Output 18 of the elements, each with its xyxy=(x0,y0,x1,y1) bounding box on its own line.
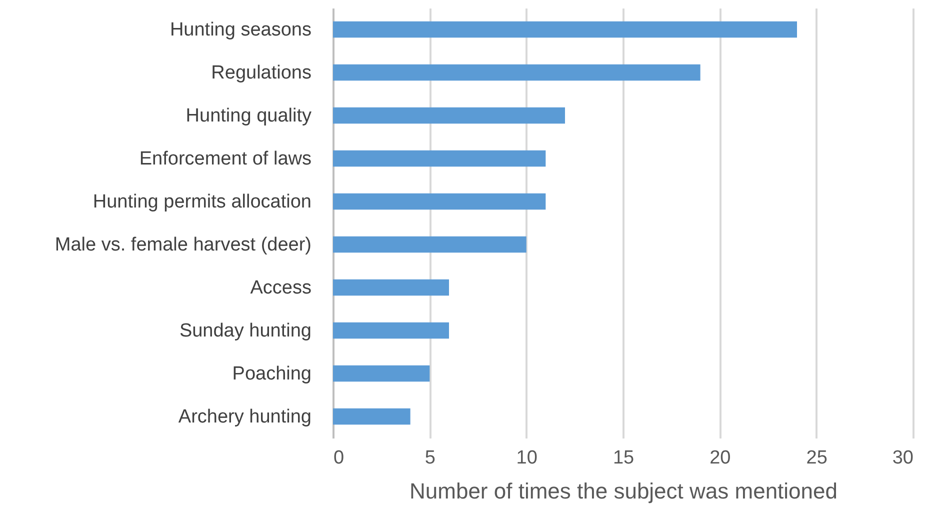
y-tick-label: Poaching xyxy=(232,364,312,384)
x-tick-label: 10 xyxy=(516,448,538,468)
y-tick-label: Access xyxy=(250,278,312,298)
x-tick-label: 5 xyxy=(424,448,436,468)
y-tick-label: Male vs. female harvest (deer) xyxy=(54,234,312,256)
x-tick-label: 25 xyxy=(806,448,828,468)
x-tick-label: 20 xyxy=(710,448,731,468)
x-tick-label: 0 xyxy=(334,448,344,468)
y-tick-label: Hunting seasons xyxy=(170,20,312,40)
y-tick-label: Hunting quality xyxy=(186,106,312,126)
x-tick-label: 30 xyxy=(892,448,914,468)
y-tick-label: Hunting permits allocation xyxy=(92,192,312,212)
y-tick-label: Enforcement of laws xyxy=(139,148,312,170)
y-tick-label: Sunday hunting xyxy=(179,320,312,342)
y-tick-label: Regulations xyxy=(211,62,312,84)
y-tick-label: Archery hunting xyxy=(178,406,312,428)
x-axis-title: Number of times the subject was mentioned xyxy=(410,478,838,504)
x-tick-label: 15 xyxy=(612,448,634,468)
